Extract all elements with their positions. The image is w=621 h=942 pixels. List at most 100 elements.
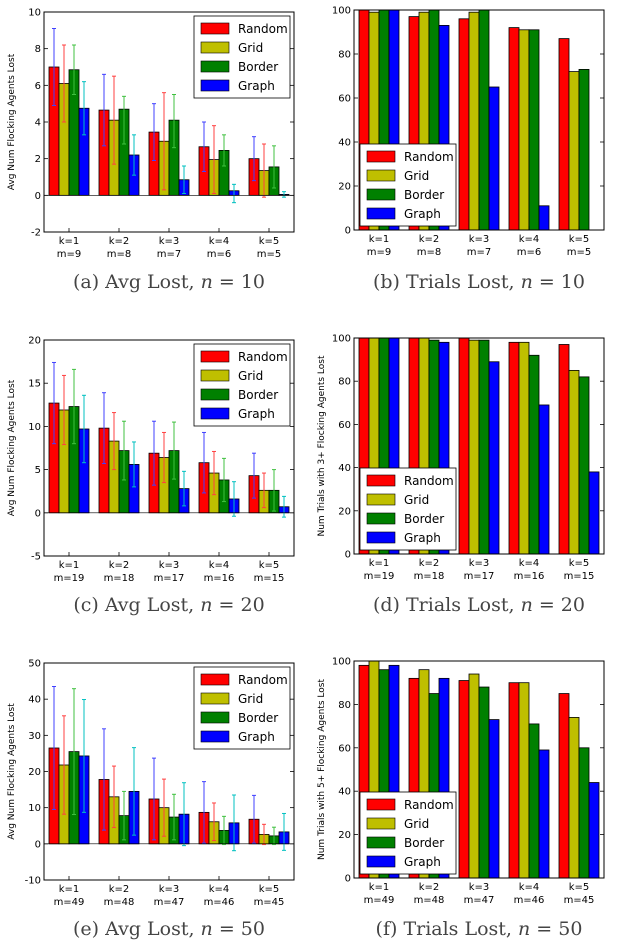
legend-swatch: [200, 692, 230, 705]
bar: [588, 471, 600, 554]
y-axis-label: Num Trials with 5+ Flocking Agents Lost: [317, 679, 327, 860]
bar: [508, 682, 520, 878]
legend-swatch: [366, 150, 396, 163]
y-tick-label: 60: [338, 743, 351, 754]
x-tick-label: k=1: [59, 236, 80, 247]
y-tick-label: 5: [35, 465, 41, 476]
legend-label: Border: [404, 188, 444, 202]
chart-panel-e: -10 0 10 20 30 40 50 k=1 m=49 k=2 m=48 k=3 m=47 k=4 m=…: [7, 659, 295, 908]
bar: [488, 719, 500, 878]
legend-swatch: [366, 531, 396, 544]
x-tick-label: k=2: [109, 236, 130, 247]
legend-swatch: [366, 169, 396, 182]
y-tick-label: 40: [338, 787, 351, 798]
bar: [388, 338, 400, 554]
x-tick-label: m=46: [514, 895, 545, 906]
x-tick-label: m=8: [417, 247, 441, 258]
x-tick-label: k=1: [59, 884, 80, 895]
bar: [528, 354, 540, 554]
legend-label: Random: [404, 474, 454, 488]
chart-panel-f: 0 20 40 60 80 100 k=1 m=49 k=2 m=48 k=3 m=47 k=4 m=46…: [317, 657, 605, 906]
y-tick-label: 20: [338, 182, 351, 193]
bar: [578, 376, 590, 554]
legend-swatch: [200, 711, 230, 724]
bar: [468, 11, 480, 230]
legend-swatch: [200, 369, 230, 382]
x-tick-label: m=49: [364, 895, 395, 906]
bar: [578, 747, 590, 878]
y-tick-label: 80: [338, 700, 351, 711]
legend-swatch: [200, 350, 230, 363]
y-tick-label: -10: [25, 876, 41, 887]
bar: [568, 717, 580, 878]
x-tick-label: k=2: [419, 558, 440, 569]
x-tick-label: m=46: [204, 897, 235, 908]
x-tick-label: k=4: [519, 234, 540, 245]
x-tick-label: m=5: [257, 249, 281, 260]
x-tick-label: k=5: [259, 236, 280, 247]
y-tick-label: 0: [345, 550, 351, 561]
y-axis-label: Num Trials with 3+ Flocking Agents Lost: [317, 355, 327, 536]
y-tick-label: 100: [332, 657, 351, 668]
x-tick-label: m=19: [54, 573, 85, 584]
y-tick-label: 2: [35, 154, 41, 165]
legend-label: Random: [238, 350, 288, 364]
legend-label: Grid: [404, 169, 429, 183]
y-tick-label: 10: [28, 803, 41, 814]
legend-swatch: [366, 512, 396, 525]
x-tick-label: m=7: [467, 247, 491, 258]
x-tick-label: k=3: [469, 882, 490, 893]
x-tick-label: k=3: [159, 884, 180, 895]
legend-swatch: [200, 673, 230, 686]
x-tick-label: k=4: [519, 558, 540, 569]
legend-label: Graph: [238, 79, 275, 93]
x-tick-label: k=2: [419, 234, 440, 245]
bar: [538, 205, 550, 230]
x-tick-label: k=1: [369, 882, 390, 893]
legend: Random Grid Border Graph: [359, 467, 457, 551]
x-tick-label: m=15: [564, 571, 595, 582]
x-tick-label: k=4: [209, 236, 230, 247]
x-tick-label: k=3: [159, 236, 180, 247]
y-tick-label: 80: [338, 377, 351, 388]
x-tick-label: k=5: [259, 884, 280, 895]
x-tick-label: m=6: [517, 247, 541, 258]
bar: [558, 693, 570, 878]
legend-swatch: [200, 22, 230, 35]
y-tick-label: 100: [332, 334, 351, 345]
x-tick-label: k=3: [469, 558, 490, 569]
x-tick-label: k=1: [369, 234, 390, 245]
y-tick-label: 80: [338, 50, 351, 61]
bar: [518, 341, 530, 554]
panel-caption: (e) Avg Lost, n = 50: [73, 918, 265, 940]
legend-swatch: [200, 41, 230, 54]
x-tick-label: k=3: [159, 560, 180, 571]
x-tick-label: m=18: [104, 573, 135, 584]
x-tick-label: k=2: [109, 560, 130, 571]
panel-caption: (a) Avg Lost, n = 10: [73, 271, 265, 293]
legend-swatch: [366, 474, 396, 487]
x-tick-label: m=16: [514, 571, 545, 582]
panel-caption: (b) Trials Lost, n = 10: [373, 271, 585, 293]
panel-caption: (f) Trials Lost, n = 50: [376, 918, 583, 940]
x-tick-label: k=1: [59, 560, 80, 571]
x-tick-label: k=5: [569, 882, 590, 893]
chart-panel-c: -5 0 5 10 15 20 k=1 m=19 k=2 m=18 k=3 m=17 k=4 m=16 k=…: [7, 336, 295, 584]
bar: [558, 38, 570, 230]
y-tick-label: 0: [345, 226, 351, 237]
x-tick-label: m=49: [54, 897, 85, 908]
legend-swatch: [366, 855, 396, 868]
x-tick-label: k=5: [259, 560, 280, 571]
legend-label: Random: [238, 673, 288, 687]
x-tick-label: m=17: [154, 573, 185, 584]
legend-swatch: [366, 817, 396, 830]
legend-label: Random: [404, 150, 454, 164]
bar: [588, 782, 600, 878]
y-tick-label: 0: [35, 508, 41, 519]
legend-label: Border: [238, 711, 278, 725]
legend-swatch: [200, 388, 230, 401]
y-tick-label: -2: [31, 228, 41, 239]
x-tick-label: k=1: [369, 558, 390, 569]
y-tick-label: 4: [35, 118, 41, 129]
